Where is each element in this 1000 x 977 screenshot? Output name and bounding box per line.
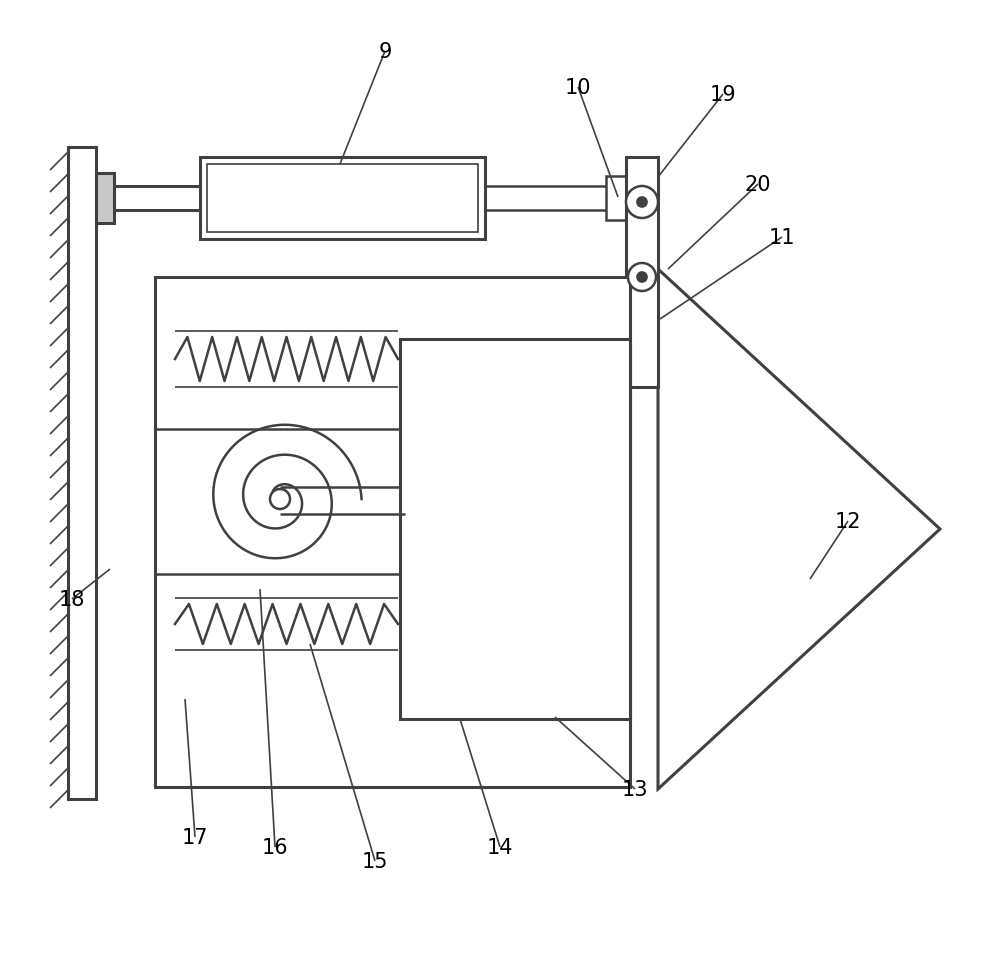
Circle shape: [270, 489, 290, 509]
Bar: [68, 148, 96, 799]
Circle shape: [626, 187, 658, 219]
Text: 14: 14: [487, 837, 513, 857]
Text: 9: 9: [378, 42, 392, 62]
Text: 11: 11: [769, 228, 795, 248]
Polygon shape: [658, 270, 940, 789]
Circle shape: [628, 264, 656, 292]
Bar: [606, 177, 626, 221]
Text: 15: 15: [362, 851, 388, 871]
Text: 16: 16: [262, 837, 288, 857]
Text: 12: 12: [835, 512, 861, 531]
Bar: [207, 165, 478, 233]
Text: 18: 18: [59, 589, 85, 610]
Bar: [200, 158, 485, 239]
Text: 10: 10: [565, 78, 591, 98]
Text: 13: 13: [622, 780, 648, 799]
Bar: [626, 158, 658, 388]
Bar: [155, 277, 630, 787]
Text: 19: 19: [710, 85, 736, 105]
Circle shape: [637, 197, 647, 208]
Bar: [96, 174, 114, 224]
Circle shape: [637, 273, 647, 282]
Text: 20: 20: [745, 175, 771, 194]
Bar: [400, 340, 630, 719]
Text: 17: 17: [182, 828, 208, 847]
